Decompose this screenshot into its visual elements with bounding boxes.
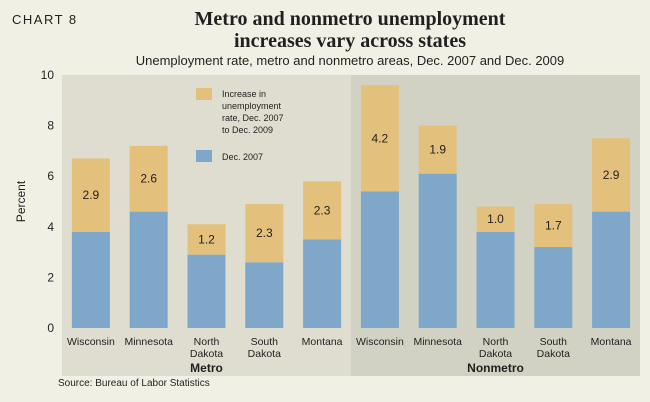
group-label-nonmetro: Nonmetro <box>467 361 524 375</box>
data-label: 1.0 <box>487 212 504 226</box>
category-label: Dakota <box>537 348 570 360</box>
y-tick-label: 4 <box>47 220 54 234</box>
bar-increase <box>418 125 457 174</box>
y-tick-label: 6 <box>47 169 54 183</box>
y-tick-label: 2 <box>47 270 54 284</box>
chart-title-line-2: increases vary across states <box>234 30 466 52</box>
bar-dec-2007 <box>360 191 399 328</box>
bar-increase <box>245 204 284 263</box>
chart-subtitle: Unemployment rate, metro and nonmetro ar… <box>135 53 565 68</box>
category-label: Dakota <box>479 348 512 360</box>
category-label: South <box>540 336 568 348</box>
data-label: 2.3 <box>256 226 273 240</box>
legend-swatch-increase <box>196 88 212 100</box>
bar-dec-2007 <box>187 254 226 328</box>
category-label: Dakota <box>190 348 223 360</box>
data-label: 2.6 <box>140 172 157 186</box>
source-note: Source: Bureau of Labor Statistics <box>58 378 210 389</box>
legend-label-increase: to Dec. 2009 <box>222 125 273 135</box>
legend-label-dec-2007: Dec. 2007 <box>222 152 263 162</box>
legend-label-increase: unemployment <box>222 101 282 111</box>
bar-dec-2007 <box>129 211 168 328</box>
bar-dec-2007 <box>476 231 515 328</box>
data-label: 2.3 <box>314 203 331 217</box>
data-label: 1.7 <box>545 219 562 233</box>
category-label: Dakota <box>248 348 281 360</box>
category-label: Wisconsin <box>67 336 115 348</box>
group-label-metro: Metro <box>190 361 223 375</box>
data-label: 4.2 <box>372 131 389 145</box>
category-label: North <box>483 336 509 348</box>
bar-increase <box>129 145 168 212</box>
chart-title-line-1: Metro and nonmetro unemployment <box>194 8 506 30</box>
data-label: 1.9 <box>429 143 446 157</box>
category-label: South <box>251 336 279 348</box>
bar-increase <box>476 206 515 232</box>
category-label: Minnesota <box>124 336 173 348</box>
bar-dec-2007 <box>303 239 342 328</box>
bar-increase <box>303 181 342 240</box>
data-label: 1.2 <box>198 232 215 246</box>
chart-title: Metro and nonmetro unemployment increase… <box>150 8 550 52</box>
bar-dec-2007 <box>534 247 573 328</box>
y-tick-label: 0 <box>47 321 54 335</box>
legend-label-increase: Increase in <box>222 89 266 99</box>
bar-increase <box>71 158 110 232</box>
y-tick-label: 8 <box>47 119 54 133</box>
bar-dec-2007 <box>245 262 284 328</box>
bar-increase <box>360 85 399 192</box>
bar-dec-2007 <box>71 231 110 328</box>
category-label: Montana <box>302 336 343 348</box>
category-label: North <box>194 336 220 348</box>
bar-increase <box>592 138 631 212</box>
category-label: Minnesota <box>413 336 462 348</box>
bar-increase <box>534 204 573 248</box>
category-label: Wisconsin <box>356 336 404 348</box>
data-label: 2.9 <box>603 168 620 182</box>
bar-dec-2007 <box>418 173 457 328</box>
bar-dec-2007 <box>592 211 631 328</box>
chart-number: CHART 8 <box>12 12 78 27</box>
bar-increase <box>187 224 226 255</box>
legend-label-increase: rate, Dec. 2007 <box>222 113 284 123</box>
category-label: Montana <box>591 336 632 348</box>
legend-swatch-dec-2007 <box>196 150 212 162</box>
y-tick-label: 10 <box>41 68 55 82</box>
data-label: 2.9 <box>83 188 100 202</box>
y-axis-label: Percent <box>14 180 28 222</box>
